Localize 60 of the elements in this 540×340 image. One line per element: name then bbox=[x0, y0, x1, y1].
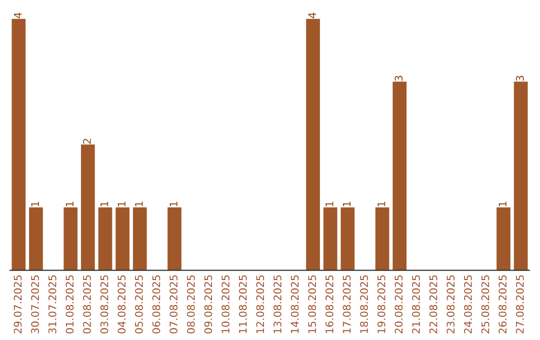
x-tick-label: 08.08.2025 bbox=[186, 275, 195, 334]
x-tick-label: 06.08.2025 bbox=[152, 275, 160, 334]
bar bbox=[323, 207, 338, 270]
x-tick-label: 11.08.2025 bbox=[238, 275, 247, 333]
data-label: 2 bbox=[83, 138, 91, 144]
data-label: 3 bbox=[516, 76, 524, 81]
bar bbox=[64, 207, 78, 270]
x-tick-label: 01.08.2025 bbox=[66, 275, 74, 334]
x-tick-label: 10.08.2025 bbox=[222, 275, 230, 333]
x-tick-label: 19.08.2025 bbox=[377, 275, 386, 333]
data-label: 1 bbox=[170, 202, 178, 206]
data-label: 1 bbox=[498, 202, 506, 206]
x-tick-label: 30.07.2025 bbox=[31, 275, 39, 334]
x-tick-label: 23.08.2025 bbox=[446, 275, 455, 334]
data-label: 4 bbox=[308, 12, 316, 18]
x-tick-label: 14.08.2025 bbox=[290, 275, 299, 333]
x-tick-label: 20.08.2025 bbox=[394, 275, 403, 334]
bar bbox=[375, 207, 390, 270]
x-tick-label: 24.08.2025 bbox=[464, 275, 472, 334]
x-tick-label: 12.08.2025 bbox=[256, 275, 264, 333]
data-label: 4 bbox=[14, 12, 22, 18]
x-tick-label: 31.07.2025 bbox=[48, 275, 56, 334]
bar bbox=[132, 207, 147, 270]
x-tick-label: 03.08.2025 bbox=[100, 275, 108, 334]
x-tick-label: 04.08.2025 bbox=[118, 275, 126, 334]
x-tick-label: 27.08.2025 bbox=[516, 275, 524, 334]
x-tick-label: 18.08.2025 bbox=[360, 275, 368, 333]
data-label: 1 bbox=[326, 202, 334, 206]
bar bbox=[80, 144, 95, 270]
data-label: 1 bbox=[378, 202, 386, 206]
bar bbox=[340, 207, 355, 270]
data-label: 1 bbox=[66, 202, 74, 206]
data-label: 1 bbox=[135, 202, 143, 206]
data-label: 1 bbox=[31, 202, 39, 206]
x-tick-label: 16.08.2025 bbox=[325, 275, 334, 333]
data-label: 1 bbox=[342, 202, 351, 206]
x-tick-label: 17.08.2025 bbox=[342, 275, 351, 333]
x-tick-label: 26.08.2025 bbox=[498, 275, 507, 334]
bar bbox=[514, 82, 528, 270]
x-tick-label: 25.08.2025 bbox=[481, 275, 490, 334]
x-tick-label: 05.08.2025 bbox=[135, 275, 143, 334]
bar bbox=[98, 207, 112, 270]
bar bbox=[168, 207, 182, 270]
bar bbox=[116, 207, 130, 270]
x-tick-label: 07.08.2025 bbox=[170, 275, 178, 334]
data-label: 1 bbox=[118, 202, 126, 206]
bar bbox=[12, 18, 26, 270]
x-tick-label: 15.08.2025 bbox=[308, 275, 316, 333]
data-label: 1 bbox=[100, 202, 108, 206]
x-tick-label: 21.08.2025 bbox=[412, 275, 420, 334]
bar bbox=[496, 207, 510, 270]
x-tick-label: 13.08.2025 bbox=[274, 275, 282, 333]
x-tick-label: 09.08.2025 bbox=[204, 275, 212, 334]
data-label: 3 bbox=[394, 76, 403, 81]
bar bbox=[306, 18, 320, 270]
x-tick-label: 29.07.2025 bbox=[14, 275, 22, 334]
bar bbox=[29, 207, 43, 270]
x-tick-label: 02.08.2025 bbox=[83, 275, 91, 334]
x-tick-label: 22.08.2025 bbox=[429, 275, 438, 334]
bar bbox=[392, 82, 407, 270]
